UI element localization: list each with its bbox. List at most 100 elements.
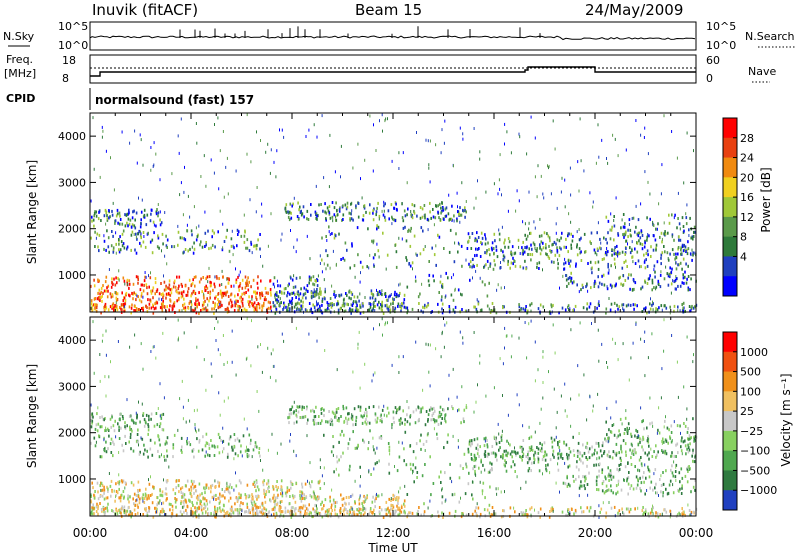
echo-cell [475, 446, 478, 450]
echo-cell [94, 490, 96, 493]
echo-cell [465, 200, 467, 203]
echo-cell [694, 251, 696, 255]
echo-cell [299, 309, 302, 313]
echo-cell [434, 216, 437, 220]
echo-cell [395, 265, 398, 269]
echo-cell [267, 511, 270, 515]
echo-cell [524, 233, 526, 237]
echo-cell [371, 511, 373, 514]
echo-cell [412, 463, 414, 467]
echo-cell [231, 445, 233, 449]
echo-cell [218, 436, 221, 440]
echo-cell [477, 236, 480, 239]
echo-cell [371, 379, 373, 383]
echo-cell [120, 511, 122, 515]
echo-cell [599, 510, 601, 514]
echo-cell [452, 273, 454, 277]
echo-cell [373, 263, 375, 267]
echo-cell [137, 295, 139, 299]
echo-cell [272, 301, 275, 305]
echo-cell [651, 332, 653, 336]
echo-cell [237, 233, 239, 236]
echo-cell [133, 421, 135, 425]
echo-cell [244, 493, 247, 497]
echo-cell [195, 297, 197, 301]
echo-cell [601, 489, 604, 493]
echo-cell [144, 245, 147, 249]
echo-cell [190, 488, 193, 492]
echo-cell [290, 211, 292, 215]
echo-cell [340, 175, 341, 179]
echo-cell [350, 495, 352, 498]
echo-cell [570, 279, 572, 283]
echo-cell [511, 245, 514, 249]
echo-cell [473, 206, 475, 210]
echo-cell [234, 508, 237, 512]
echo-cell [564, 308, 567, 312]
echo-cell [519, 455, 521, 459]
echo-cell [258, 306, 261, 310]
echo-cell [240, 493, 242, 497]
echo-cell [304, 504, 307, 508]
echo-cell [394, 219, 397, 223]
echo-cell [656, 227, 658, 231]
echo-cell [170, 515, 173, 519]
echo-cell [325, 217, 327, 221]
echo-cell [461, 293, 463, 297]
echo-cell [356, 513, 359, 517]
echo-cell [564, 261, 567, 265]
echo-cell [143, 279, 146, 283]
echo-cell [314, 210, 317, 214]
echo-cell [658, 306, 660, 310]
echo-cell [163, 280, 166, 284]
echo-cell [93, 214, 95, 218]
echo-cell [121, 130, 123, 134]
echo-cell [528, 446, 531, 450]
echo-cell [534, 226, 536, 230]
echo-cell [429, 180, 431, 184]
echo-cell [93, 512, 95, 516]
echo-cell [684, 275, 686, 279]
echo-cell [292, 285, 295, 289]
echo-cell [130, 225, 133, 229]
echo-cell [91, 481, 93, 485]
echo-cell [382, 231, 384, 235]
echo-cell [121, 443, 123, 447]
echo-cell [440, 421, 442, 425]
echo-cell [361, 265, 364, 269]
echo-cell [324, 210, 326, 214]
echo-cell [391, 215, 393, 219]
echo-cell [522, 240, 524, 244]
echo-cell [639, 437, 641, 441]
echo-cell [581, 454, 584, 458]
echo-cell [623, 225, 625, 229]
echo-cell [101, 509, 103, 513]
echo-cell [468, 235, 471, 239]
echo-cell [218, 283, 221, 287]
echo-cell [295, 413, 298, 417]
echo-cell [148, 418, 150, 422]
echo-cell [368, 441, 370, 444]
echo-cell [344, 309, 347, 313]
echo-cell [218, 187, 220, 191]
echo-cell [475, 456, 477, 460]
echo-cell [675, 261, 677, 265]
echo-cell [104, 208, 107, 212]
echo-cell [456, 219, 458, 223]
echo-cell [384, 119, 386, 123]
echo-cell [637, 218, 640, 222]
echo-cell [501, 453, 504, 457]
echo-cell [390, 507, 392, 511]
echo-cell [98, 279, 100, 283]
echo-cell [670, 440, 673, 444]
echo-cell [173, 304, 176, 308]
echo-cell [236, 228, 239, 232]
echo-cell [369, 507, 372, 510]
echo-cell [206, 308, 209, 312]
echo-cell [190, 303, 193, 307]
echo-cell [518, 305, 521, 309]
echo-cell [605, 237, 607, 241]
echo-cell [390, 293, 392, 296]
echo-cell [140, 210, 143, 214]
echo-cell [110, 451, 113, 454]
